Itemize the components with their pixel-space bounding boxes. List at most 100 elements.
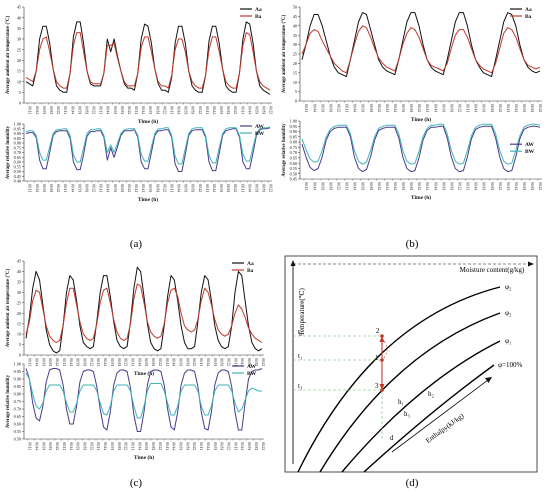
x-tick-label: 00:91: [361, 182, 365, 190]
x-tick-label: 00:44: [106, 106, 110, 114]
legend-label-bw: BW: [525, 149, 535, 155]
x-tick-label: 00:22: [162, 184, 166, 192]
rh-curve-phi2-top: [297, 286, 501, 473]
enthalpy-label-h2: h₂: [428, 390, 435, 398]
x-tick-label: 00:11: [345, 104, 349, 112]
x-tick-label: 00:22: [458, 104, 462, 112]
x-tick-label: 00:11: [63, 184, 67, 192]
y-tick-label: 35: [293, 33, 297, 38]
y-tick-label: 1.00: [14, 122, 21, 127]
enthalpy-axis-arrow: [485, 377, 492, 383]
x-tick-label: 00:91: [110, 358, 114, 366]
x-tick-label: 00:22: [226, 442, 230, 450]
x-tick-label: 00:11: [199, 358, 203, 366]
y-tick-label: 25: [293, 52, 297, 57]
x-tick-label: 00:22: [198, 184, 202, 192]
x-tick-label: 00:22: [127, 106, 131, 114]
x-tick-label: 00:91: [401, 104, 405, 112]
x-tick-label: 00:11: [466, 104, 470, 112]
x-tick-label: 00:11: [96, 358, 100, 366]
x-tick-label: 00:22: [158, 442, 162, 450]
y-tick-label: 45: [17, 259, 21, 264]
y-tick-label: 10: [17, 332, 21, 337]
x-tick-label: 00:81: [151, 442, 155, 450]
x-tick-label: 00:81: [449, 104, 453, 112]
x-tick-label: 00:91: [184, 184, 188, 192]
y-tick-label: 0.55: [14, 164, 21, 169]
x-tick-label: 00:11: [134, 184, 138, 192]
x-axis-label: Time (h): [138, 196, 158, 203]
x-tick-label: 00:44: [240, 442, 244, 450]
x-tick-label: 00:81: [262, 106, 266, 114]
y-tick-label: 35: [17, 279, 21, 284]
series-line-ba: [301, 25, 541, 74]
temperature-axis-label: Temperature(℃): [298, 287, 306, 335]
x-tick-label: 00:11: [165, 358, 169, 366]
x-tick-label: 00:44: [137, 442, 141, 450]
x-tick-label: 00:44: [177, 184, 181, 192]
chart-b-temperature: 0 5 10 15 20 25 30 35 40 45 50 00:11 00:44 00:91 00:81…: [282, 5, 542, 123]
y-tick-label: 1.00: [290, 119, 297, 124]
x-tick-label: 00:44: [353, 182, 357, 190]
x-tick-label: 00:11: [28, 358, 32, 366]
x-tick-label: 00:44: [212, 106, 216, 114]
x-tick-label: 00:11: [240, 184, 244, 192]
x-tick-label: 00:81: [151, 358, 155, 366]
x-tick-label: 00:91: [247, 442, 251, 450]
x-tick-label: 00:91: [113, 184, 117, 192]
series-line-ba: [25, 32, 271, 91]
x-tick-label: 00:44: [69, 358, 73, 366]
x-tick-label: 00:91: [148, 184, 152, 192]
x-tick-label: 00:44: [393, 182, 397, 190]
moisture-axis-arrow: [528, 261, 534, 267]
y-tick-label: 0: [295, 99, 297, 104]
legend-label-ba: Ba: [525, 14, 532, 20]
legend-label-aw: AW: [525, 142, 534, 148]
legend-label-aa: Aa: [525, 7, 532, 13]
x-tick-label: 00:44: [141, 184, 145, 192]
x-tick-label: 00:22: [92, 184, 96, 192]
series-line-aw: [25, 368, 263, 432]
x-tick-label: 00:81: [449, 182, 453, 190]
x-tick-label: 00:22: [89, 442, 93, 450]
curve-label-phi1: φ₁: [505, 337, 511, 345]
series-line-aa: [25, 21, 271, 95]
x-tick-label: 00:11: [233, 442, 237, 450]
x-tick-label: 00:44: [247, 184, 251, 192]
process-arrow-down-head: [379, 384, 385, 390]
x-tick-label: 00:81: [120, 184, 124, 192]
y-tick-label: 0.45: [14, 174, 21, 179]
x-tick-label: 00:22: [226, 358, 230, 366]
curve-label-saturation: φ=100%: [498, 361, 522, 369]
panel-label-a: (a): [130, 238, 143, 250]
curve-label-phi2-top: φ₂: [505, 283, 512, 291]
rh-curve-phi1: [341, 340, 501, 473]
y-tick-label: 0.90: [14, 131, 21, 136]
y-tick-label: 0.45: [290, 177, 297, 182]
y-tick-label: 0.70: [290, 150, 297, 155]
y-tick-label: 0.55: [14, 429, 21, 434]
y-tick-label: 0.85: [290, 134, 297, 139]
x-tick-label: 00:22: [269, 184, 273, 192]
x-tick-label: 00:81: [117, 358, 121, 366]
x-tick-label: 00:22: [192, 442, 196, 450]
series-line-bw: [301, 123, 541, 165]
legend-label-bw: BW: [255, 131, 265, 137]
point-label-1: 1: [375, 354, 379, 362]
x-tick-label: 00:22: [498, 182, 502, 190]
x-tick-label: 00:81: [369, 182, 373, 190]
x-tick-label: 00:91: [320, 182, 324, 190]
x-tick-label: 00:81: [82, 442, 86, 450]
process-arrow-up-head: [379, 336, 385, 342]
x-tick-label: 00:11: [130, 442, 134, 450]
y-tick-label: 0.95: [290, 124, 297, 129]
moisture-axis-label: Moisture content(g/kg): [460, 266, 525, 274]
x-tick-label: 00:81: [328, 104, 332, 112]
temp-label-t1: t₁: [298, 352, 302, 360]
x-tick-label: 00:91: [219, 106, 223, 114]
y-tick-label: 0.65: [290, 156, 297, 161]
x-tick-label: 00:44: [106, 184, 110, 192]
state-point-1: [380, 358, 384, 362]
